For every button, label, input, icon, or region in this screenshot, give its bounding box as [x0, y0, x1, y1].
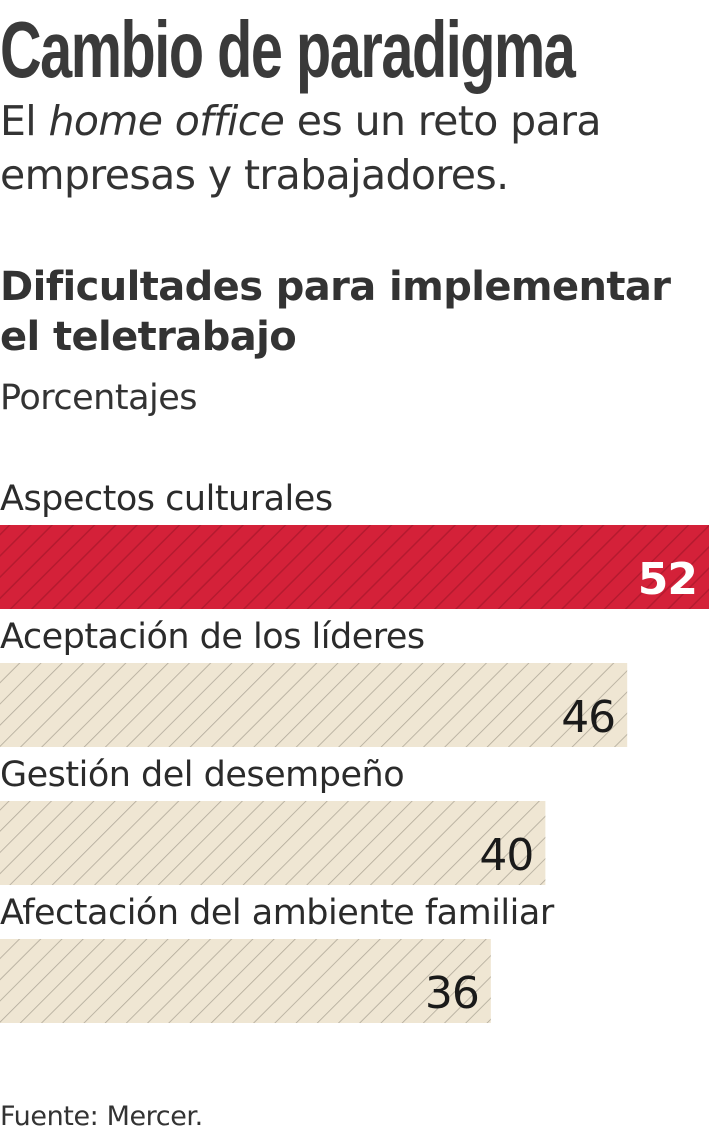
bar-value-label: 40 [479, 830, 533, 881]
bar-value-label: 36 [425, 968, 479, 1019]
source-note: Fuente: Mercer. [0, 1101, 203, 1132]
bar-highlighted [0, 525, 709, 609]
bar-category-label: Afectación del ambiente familiar [0, 893, 555, 933]
bar-category-label: Aspectos culturales [0, 479, 333, 519]
deck-text: El home office es un reto para empresas … [0, 94, 705, 202]
bar-chart: Aspectos culturales 52 Aceptación de los l… [0, 479, 709, 1023]
bar [0, 663, 628, 747]
bar [0, 801, 546, 885]
bar-category-label: Aceptación de los líderes [0, 617, 425, 657]
bar [0, 939, 491, 1023]
chart-subtitle: Porcentajes [0, 378, 198, 418]
headline: Cambio de paradigma [0, 5, 576, 94]
bar-value-label: 52 [638, 554, 697, 605]
deck-italic-term: home office [48, 97, 285, 145]
chart-title: Dificultades para implementar el teletra… [0, 264, 671, 360]
deck-part-2: es un reto para empresas y trabajadores. [0, 97, 601, 199]
bars-layer: Aspectos culturales 52 Aceptación de los l… [0, 479, 709, 1023]
deck-part-1: El [0, 97, 49, 145]
bar-category-label: Gestión del desempeño [0, 755, 404, 795]
bar-value-label: 46 [561, 692, 615, 743]
